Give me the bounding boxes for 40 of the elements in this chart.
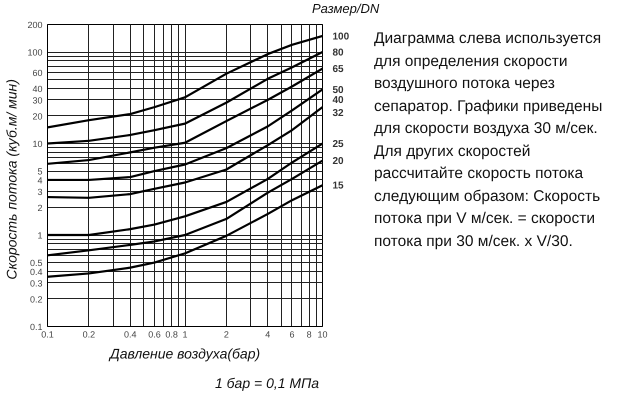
y-tick-label: 20: [32, 111, 43, 122]
x-tick-label: 0.4: [124, 330, 137, 340]
y-tick-label: 0.5: [30, 258, 43, 268]
x-tick-label: 4: [265, 330, 270, 340]
y-axis-title: Скорость потока (куб.м/ мин): [3, 79, 20, 280]
y-tick-label: 2: [37, 202, 43, 213]
y-tick-label: 0.4: [30, 266, 43, 277]
x-axis-title: Давление воздуха(бар): [108, 346, 260, 362]
y-tick-label: 100: [27, 48, 43, 58]
y-tick-label: 3: [37, 186, 43, 197]
x-tick-label: 1: [182, 330, 188, 340]
series-label: 50: [332, 84, 344, 96]
legend-title: Размер/DN: [312, 0, 380, 18]
y-tick-label: 5: [37, 166, 43, 177]
y-tick-label: 40: [32, 84, 43, 94]
series-label: 40 32: [332, 95, 344, 120]
y-tick-label: 1: [37, 230, 43, 241]
text: 1 бар = 0,1 МПа: [215, 374, 320, 393]
x-tick-label: 0.6: [148, 330, 161, 340]
series-label: 15: [332, 180, 344, 192]
y-tick-label: 0.2: [30, 294, 43, 304]
text: Диаграмма слева используется для определения скорости воздушного потока через сепаратор. Графики приведены для скорости воздуха 30 м/сек. Для других скоростей рассчитайте скорость потока следующим образом: Скорость потока при V м/сек. = скорости потока при 30 м/сек. x V/30.: [374, 30, 602, 250]
y-tick-label: 4: [37, 175, 43, 186]
y-tick-label: 0.3: [30, 278, 43, 288]
y-tick-label: 10: [32, 139, 43, 150]
y-tick-label: 0.1: [30, 322, 43, 332]
series-label: 20: [332, 156, 344, 168]
x-tick-label: 10: [317, 330, 328, 340]
series-label: 100: [332, 31, 350, 42]
series-label: 65: [332, 64, 344, 76]
x-tick-label: 0.2: [82, 330, 96, 340]
y-tick-label: 200: [27, 20, 43, 30]
x-tick-label: 2: [224, 330, 229, 340]
x-tick-label: 6: [289, 330, 295, 340]
y-tick-label: 60: [32, 68, 43, 78]
series-label: 80: [332, 48, 344, 59]
x-tick-label: 0.8: [165, 330, 178, 340]
x-tick-label: 8: [306, 330, 312, 340]
series-label: 25: [332, 139, 344, 150]
y-tick-label: 30: [32, 95, 43, 106]
